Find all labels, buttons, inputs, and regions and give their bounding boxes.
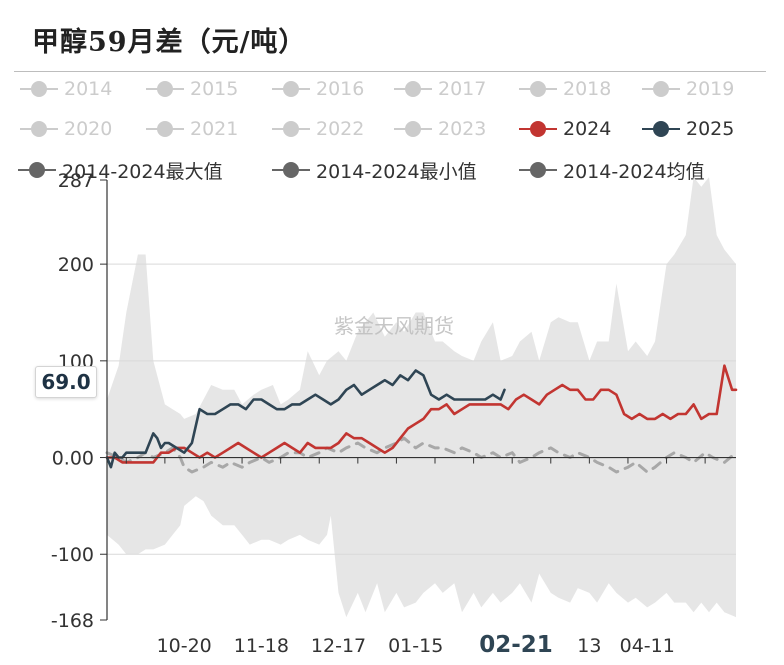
legend-item-2017[interactable]: 2017 [394,77,486,101]
legend-item-2024[interactable]: 2024 [519,117,611,141]
legend-label: 2014-2024均值 [563,160,705,183]
x-tick-label: 02-21 [479,632,553,658]
legend-item-2020[interactable]: 2020 [20,117,112,141]
legend-item-2023[interactable]: 2023 [394,117,486,141]
x-tick-label: 13 [577,635,601,657]
legend-marker-icon [272,117,310,141]
legend-marker-icon [18,158,56,182]
legend-label: 2021 [190,118,239,140]
y-tick-label: 287 [58,170,94,192]
legend-item-2016[interactable]: 2016 [272,77,364,101]
x-tick-label: 04-11 [620,635,675,657]
legend-marker-icon [272,158,310,182]
legend-label: 2022 [316,118,365,140]
legend-item-2015[interactable]: 2015 [146,77,238,101]
series-max-min-band [107,177,736,618]
legend-item-2022[interactable]: 2022 [272,117,364,141]
legend-item-2014-2024均值[interactable]: 2014-2024均值 [519,158,705,183]
title-divider [14,71,766,72]
legend-marker-icon [642,77,680,101]
legend-item-2018[interactable]: 2018 [519,77,611,101]
legend-marker-icon [394,117,432,141]
watermark: 紫金天风期货 [334,314,454,338]
x-tick-label: 11-18 [234,635,289,657]
legend-marker-icon [519,117,557,141]
legend-marker-icon [20,117,58,141]
legend-marker-icon [519,77,557,101]
legend-label: 2018 [563,78,612,100]
legend-marker-icon [20,77,58,101]
x-tick-label: 12-17 [311,635,366,657]
legend-marker-icon [146,117,184,141]
legend-label: 2025 [686,118,735,140]
legend-marker-icon [394,77,432,101]
legend-item-2021[interactable]: 2021 [146,117,238,141]
legend-label: 2017 [438,78,487,100]
x-tick-label: 10-20 [157,635,212,657]
series-mean-line [105,436,738,474]
legend-marker-icon [146,77,184,101]
legend-label: 2023 [438,118,487,140]
legend-item-2014-2024最小值[interactable]: 2014-2024最小值 [272,158,477,183]
legend-label: 2024 [563,118,612,140]
y-tick-label: -100 [51,544,94,566]
legend-marker-icon [519,158,557,182]
series-2024-line [105,364,738,464]
legend-label: 2019 [686,78,735,100]
y-tick-label: 200 [58,254,94,276]
chart-title: 甲醇59月差（元/吨） [32,27,307,58]
x-tick-label: 01-15 [388,635,443,657]
legend-label: 2015 [190,78,239,100]
legend-item-2019[interactable]: 2019 [642,77,734,101]
y-tick-label: 0.00 [52,448,94,470]
legend-item-2014-2024最大值[interactable]: 2014-2024最大值 [18,158,223,183]
axis-pointer-label: 69.0 [35,366,97,398]
y-tick-label: -168 [51,610,94,632]
legend-label: 2014 [64,78,113,100]
legend-marker-icon [272,77,310,101]
legend-marker-icon [642,117,680,141]
legend-label: 2016 [316,78,365,100]
legend-label: 2014-2024最大值 [62,160,223,183]
legend-item-2014[interactable]: 2014 [20,77,112,101]
series-2025-line [105,369,506,469]
legend-label: 2014-2024最小值 [316,160,477,183]
legend-item-2025[interactable]: 2025 [642,117,734,141]
legend-label: 2020 [64,118,113,140]
